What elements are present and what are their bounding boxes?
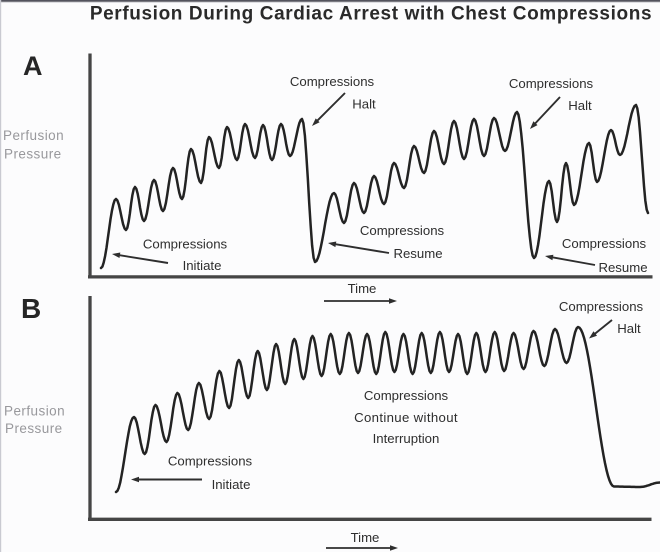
svg-text:Interruption: Interruption [373, 431, 440, 446]
svg-text:Compressions: Compressions [168, 454, 253, 469]
svg-text:Perfusion: Perfusion [4, 404, 65, 419]
svg-text:Compressions: Compressions [509, 76, 594, 91]
svg-text:Time: Time [351, 530, 380, 545]
svg-text:Pressure: Pressure [4, 147, 62, 162]
svg-text:B: B [21, 293, 41, 324]
svg-text:Compressions: Compressions [360, 223, 445, 238]
svg-text:Perfusion During Cardiac Arres: Perfusion During Cardiac Arrest with Che… [90, 4, 652, 25]
svg-text:Halt: Halt [617, 321, 641, 336]
svg-text:Compressions: Compressions [562, 236, 647, 251]
svg-text:Pressure: Pressure [5, 421, 63, 436]
svg-text:Compressions: Compressions [559, 299, 644, 314]
svg-text:Initiate: Initiate [183, 258, 222, 273]
svg-text:Time: Time [348, 281, 377, 296]
svg-text:Compressions: Compressions [364, 388, 449, 403]
svg-text:Compressions: Compressions [143, 237, 228, 252]
svg-text:Compressions: Compressions [290, 74, 375, 89]
svg-text:Resume: Resume [598, 260, 647, 275]
svg-text:A: A [23, 51, 43, 81]
svg-text:Halt: Halt [352, 97, 376, 112]
svg-text:Initiate: Initiate [212, 477, 251, 492]
svg-text:Halt: Halt [568, 98, 592, 113]
svg-text:Continue without: Continue without [354, 410, 458, 425]
svg-text:Resume: Resume [393, 246, 442, 261]
svg-text:Perfusion: Perfusion [3, 128, 64, 143]
